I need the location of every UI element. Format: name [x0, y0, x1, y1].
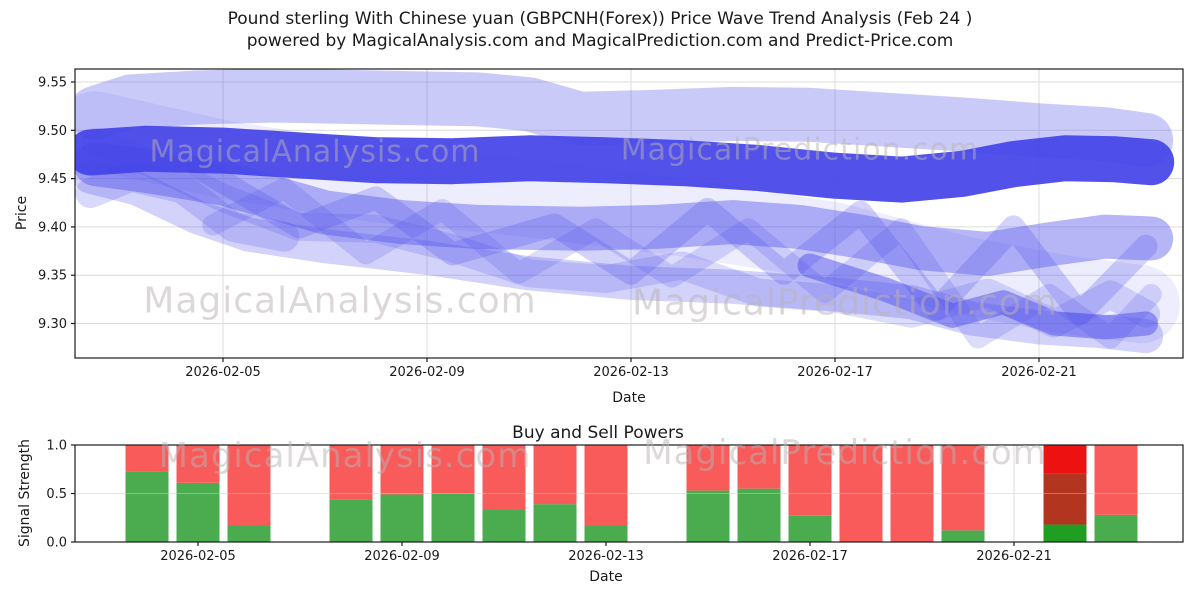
powers-y-tick-label: 0.5 [46, 487, 67, 502]
price-y-tick-label: 9.55 [38, 76, 67, 91]
price-y-tick-label: 9.30 [38, 317, 67, 332]
powers-x-axis-label: Date [589, 569, 623, 585]
bar-sell-power [227, 445, 271, 526]
price-wave-bands [75, 69, 1180, 354]
price-x-tick-label: 2026-02-13 [593, 365, 669, 380]
powers-y-tick-label: 1.0 [46, 439, 67, 454]
bar-buy-power [788, 515, 832, 542]
bar-buy-power [431, 493, 475, 542]
price-x-tick-label: 2026-02-21 [1001, 365, 1077, 380]
bar-sell-power [533, 445, 577, 505]
bar-sell-power [737, 445, 781, 489]
bar-sell-power [176, 445, 220, 483]
powers-x-tick-label: 2026-02-09 [364, 549, 440, 564]
powers-bars [125, 445, 1138, 542]
wave-band-main-dark [75, 125, 1175, 203]
price-x-tick-label: 2026-02-05 [185, 365, 261, 380]
bar-buy-power [176, 482, 220, 542]
wave-band-top-light [75, 69, 1174, 167]
price-y-axis-label: Price [14, 195, 30, 231]
bar-sell-power [839, 445, 883, 542]
powers-x-tick-label: 2026-02-21 [976, 549, 1052, 564]
figure-title: Pound sterling With Chinese yuan (GBPCNH… [227, 9, 973, 29]
bar-buy-power [125, 471, 169, 542]
bar-buy-power [686, 490, 730, 542]
bar-segment [1043, 473, 1087, 525]
price-plot-border [74, 68, 1184, 359]
bar-sell-power [686, 445, 730, 491]
price-x-tick-label: 2026-02-09 [389, 365, 465, 380]
price-y-tick-label: 9.50 [38, 124, 67, 139]
bar-sell-power [584, 445, 628, 526]
bar-buy-power [227, 525, 271, 542]
bar-buy-power [482, 509, 526, 542]
bar-buy-power [737, 488, 781, 542]
figure-subtitle: powered by MagicalAnalysis.com and Magic… [246, 31, 954, 51]
bar-sell-power [788, 445, 832, 516]
powers-x-tick-label: 2026-02-13 [568, 549, 644, 564]
price-wave-chart: 2026-02-05 2026-02-09 2026-02-13 2026-02-17… [38, 68, 1184, 380]
price-x-tick-label: 2026-02-17 [797, 365, 873, 380]
bar-buy-power [533, 504, 577, 542]
wave-band-left-low-light [75, 161, 300, 252]
bar-buy-power [329, 499, 373, 542]
bar-buy-power [941, 530, 985, 542]
wave-band-zigzag-2 [202, 177, 1162, 349]
bar-sell-power [125, 445, 169, 472]
bar-segment [1043, 445, 1087, 474]
bar-buy-power [1094, 514, 1138, 542]
wave-band-small-dark-cap [797, 253, 1159, 340]
bar-buy-power [584, 525, 628, 542]
bar-segment [1043, 524, 1087, 542]
bar-sell-power [941, 445, 985, 531]
bar-sell-power [431, 445, 475, 494]
price-x-axis-label: Date [612, 390, 646, 406]
powers-chart-title: Buy and Sell Powers [512, 423, 684, 443]
price-y-tick-label: 9.40 [38, 220, 67, 235]
bar-sell-power [890, 445, 934, 542]
bar-sell-power [329, 445, 373, 500]
powers-x-tick-label: 2026-02-05 [160, 549, 236, 564]
powers-x-tick-label: 2026-02-17 [772, 549, 848, 564]
wave-band-light-decline-1 [75, 159, 1164, 354]
wave-band-zigzag-1 [186, 155, 1158, 326]
bar-sell-power [380, 445, 424, 495]
powers-y-axis-label: Signal Strength [17, 438, 33, 548]
wave-band-mid-band-cap [75, 142, 1174, 276]
bar-sell-power [1094, 445, 1138, 515]
bar-sell-power [482, 445, 526, 510]
powers-y-tick-label: 0.0 [46, 536, 67, 551]
bar-buy-power [380, 494, 424, 542]
price-y-tick-label: 9.45 [38, 172, 67, 187]
price-y-tick-label: 9.35 [38, 269, 67, 284]
